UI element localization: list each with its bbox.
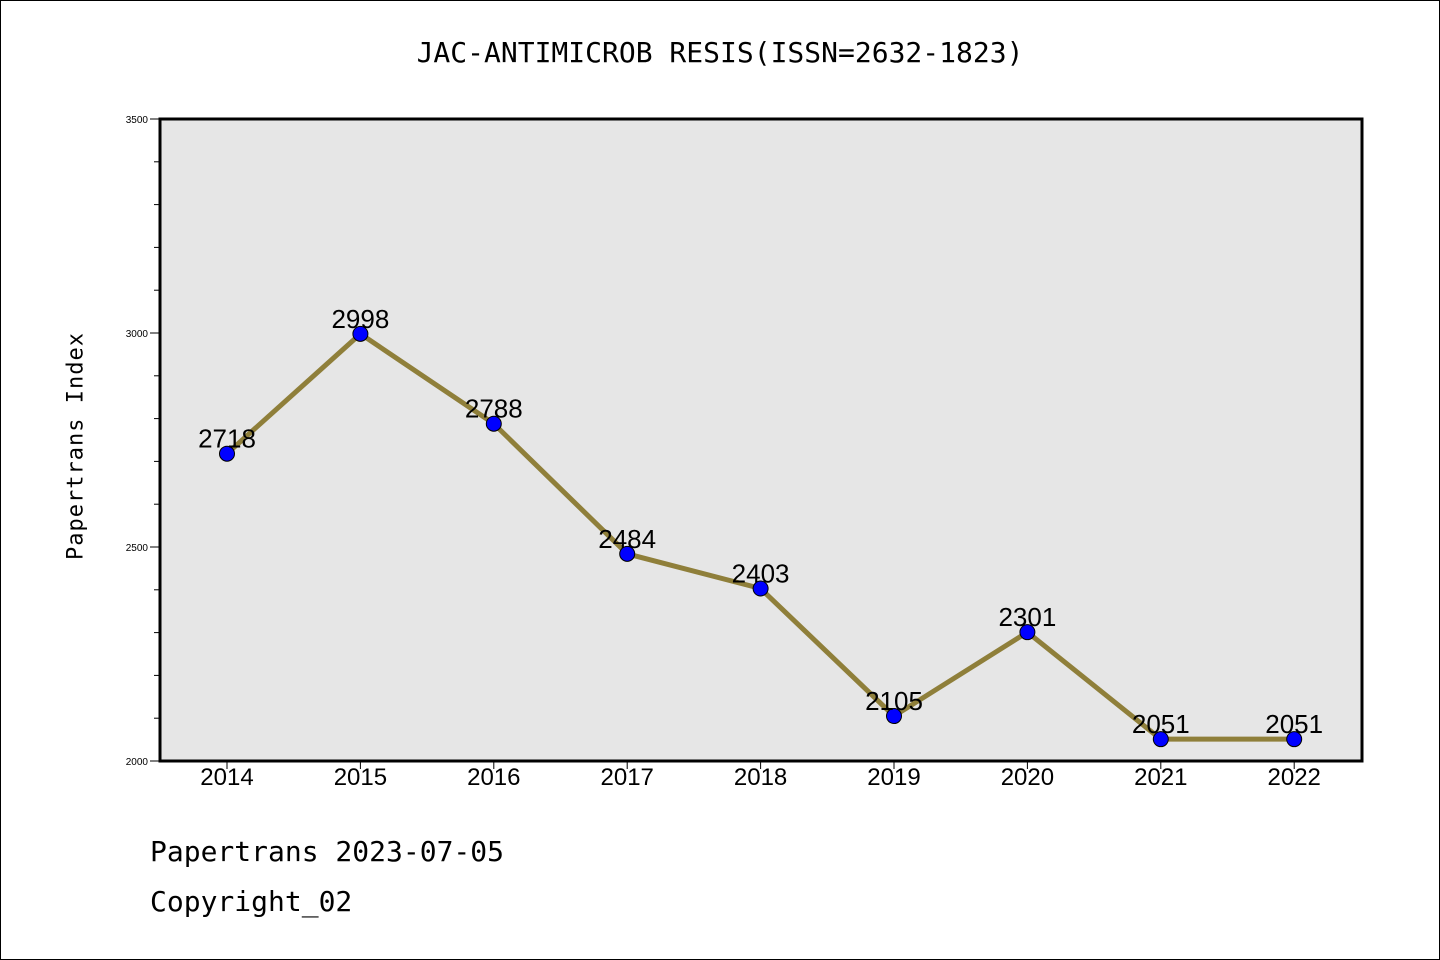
data-label: 2051: [1132, 709, 1190, 739]
x-tick-label: 2019: [867, 764, 920, 791]
data-point: [1286, 731, 1303, 748]
x-tick-label: 2014: [200, 764, 253, 791]
data-label: 2301: [998, 602, 1056, 632]
data-label: 2484: [598, 524, 656, 554]
x-tick-label: 2018: [734, 764, 787, 791]
data-point: [752, 580, 769, 597]
data-label: 2051: [1265, 709, 1323, 739]
footer-date: Papertrans 2023-07-05: [150, 835, 505, 868]
y-tick-label: 3500: [126, 115, 149, 126]
data-point: [619, 545, 636, 562]
data-point: [886, 708, 902, 725]
marker-group: [219, 325, 1303, 748]
data-point: [1152, 731, 1169, 748]
x-tick-label: 2021: [1134, 764, 1187, 791]
data-point: [219, 445, 235, 462]
x-axis: 2014 2015 2016 2017 2018 2019 2020 2021 2022: [200, 761, 1321, 791]
y-tick-label: 2500: [126, 543, 149, 554]
y-tick-label: 3000: [126, 329, 149, 340]
data-label: 2998: [331, 304, 389, 334]
footer-copyright: Copyright_02: [150, 885, 353, 918]
data-label: 2105: [865, 686, 923, 716]
y-axis: 2000 2500 3000 3500: [126, 115, 160, 768]
x-tick-label: 2016: [467, 764, 520, 791]
x-tick-label: 2020: [1001, 764, 1054, 791]
plot-area: [158, 117, 1364, 763]
data-label: 2788: [465, 394, 523, 424]
x-tick-label: 2022: [1268, 764, 1321, 791]
x-tick-label: 2015: [334, 764, 387, 791]
data-label-group: 2718 2998 2788 2484 2403 2105 2301 2051 2051: [198, 304, 1323, 739]
data-label: 2718: [198, 424, 256, 454]
x-tick-label: 2017: [601, 764, 654, 791]
data-point: [352, 325, 369, 342]
data-label: 2403: [732, 559, 790, 589]
y-tick-label: 2000: [126, 757, 149, 768]
data-point: [485, 415, 502, 432]
chart-title: JAC-ANTIMICROB RESIS(ISSN=2632-1823): [416, 36, 1024, 69]
data-point: [1019, 624, 1036, 641]
